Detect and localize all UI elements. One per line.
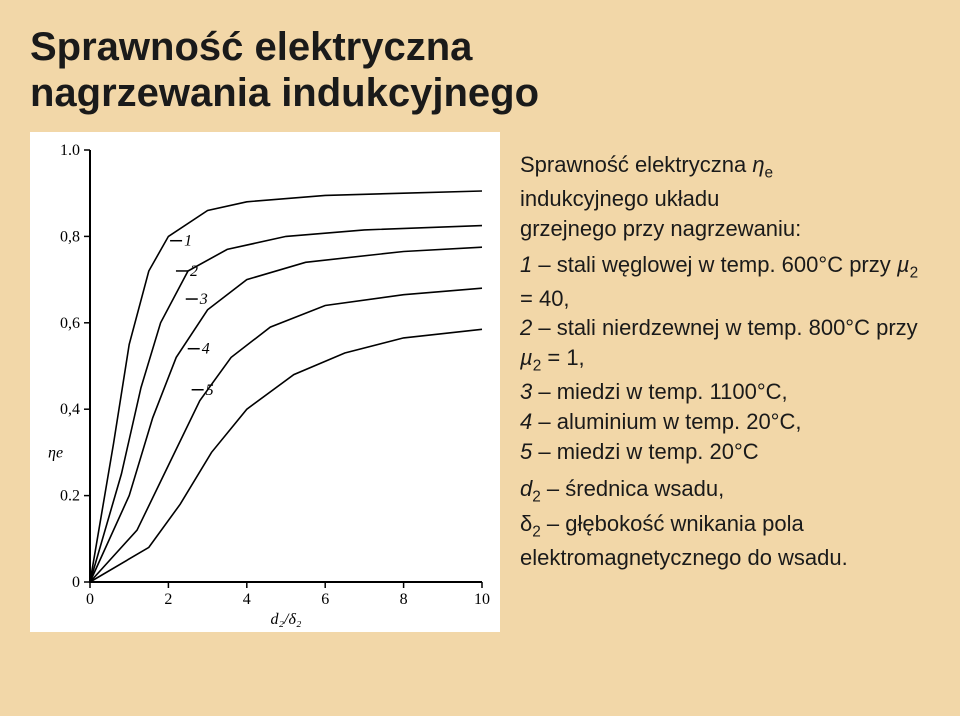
item2-mu: µ [520, 345, 533, 370]
item2-text: – stali nierdzewnej w temp. 800°C przy [532, 315, 917, 340]
eta-symbol: η [752, 152, 764, 177]
svg-text:4: 4 [202, 341, 210, 358]
svg-text:ηe: ηe [48, 444, 63, 461]
footnote-d: d2 – średnica wsadu, [520, 474, 930, 508]
slide: Sprawność elektryczna nagrzewania indukc… [0, 0, 960, 716]
intro-line-2: indukcyjnego układu [520, 186, 719, 211]
svg-text:1: 1 [184, 233, 192, 250]
item-5: 5 – miedzi w temp. 20°C [520, 437, 930, 467]
svg-text:1.0: 1.0 [60, 142, 80, 159]
svg-text:3: 3 [199, 291, 208, 308]
efficiency-chart: 00.20,40,60,81.00246810ηed₂/δ₂12345 [30, 132, 500, 632]
svg-text:0,8: 0,8 [60, 228, 80, 245]
item2-num: 2 [520, 315, 532, 340]
item3-text: – miedzi w temp. 1100°C, [532, 379, 787, 404]
svg-text:0.2: 0.2 [60, 488, 80, 505]
description-block: Sprawność elektryczna ηe indukcyjnego uk… [520, 132, 930, 572]
item5-num: 5 [520, 439, 532, 464]
item-2: 2 – stali nierdzewnej w temp. 800°C przy… [520, 313, 930, 377]
item1-num: 1 [520, 252, 532, 277]
svg-text:0: 0 [86, 591, 94, 608]
item-3: 3 – miedzi w temp. 1100°C, [520, 377, 930, 407]
svg-text:0,4: 0,4 [60, 401, 80, 418]
svg-text:d₂/δ₂: d₂/δ₂ [270, 611, 301, 628]
title-line-2: nagrzewania indukcyjnego [30, 71, 539, 115]
svg-text:8: 8 [400, 591, 408, 608]
item1-tail: = 40, [520, 286, 570, 311]
content-row: 00.20,40,60,81.00246810ηed₂/δ₂12345 Spra… [30, 132, 930, 632]
item-1: 1 – stali węglowej w temp. 600°C przy µ2… [520, 250, 930, 314]
footnote-delta: δ2 – głębokość wnikania pola elektromagn… [520, 509, 930, 573]
item1-text: – stali węglowej w temp. 600°C przy [532, 252, 897, 277]
svg-text:2: 2 [190, 263, 198, 280]
foot-d-sub: 2 [532, 489, 541, 506]
svg-text:6: 6 [321, 591, 329, 608]
item5-text: – miedzi w temp. 20°C [532, 439, 758, 464]
item3-num: 3 [520, 379, 532, 404]
foot-d-sym: d [520, 476, 532, 501]
title-line-1: Sprawność elektryczna [30, 25, 472, 69]
foot-delta-sym: δ [520, 511, 532, 536]
item1-sub: 2 [910, 264, 919, 281]
intro-line-3: grzejnego przy nagrzewaniu: [520, 216, 801, 241]
item2-sub: 2 [533, 358, 542, 375]
item-4: 4 – aluminium w temp. 20°C, [520, 407, 930, 437]
desc-intro: Sprawność elektryczna ηe indukcyjnego uk… [520, 150, 930, 244]
svg-text:5: 5 [206, 382, 214, 399]
item1-mu: µ [897, 252, 910, 277]
slide-title: Sprawność elektryczna nagrzewania indukc… [30, 24, 930, 116]
intro-text: Sprawność elektryczna [520, 152, 752, 177]
svg-text:4: 4 [243, 591, 251, 608]
svg-text:10: 10 [474, 591, 490, 608]
item2-tail: = 1, [541, 345, 584, 370]
item4-num: 4 [520, 409, 532, 434]
foot-d-text: – średnica wsadu, [541, 476, 724, 501]
svg-text:0: 0 [72, 574, 80, 591]
item4-text: – aluminium w temp. 20°C, [532, 409, 801, 434]
eta-sub: e [765, 164, 774, 181]
chart-svg: 00.20,40,60,81.00246810ηed₂/δ₂12345 [30, 132, 500, 632]
spacer [520, 466, 930, 474]
svg-text:2: 2 [164, 591, 172, 608]
foot-delta-text: – głębokość wnikania pola elektromagnety… [520, 511, 848, 570]
foot-delta-sub: 2 [532, 523, 541, 540]
svg-text:0,6: 0,6 [60, 315, 80, 332]
